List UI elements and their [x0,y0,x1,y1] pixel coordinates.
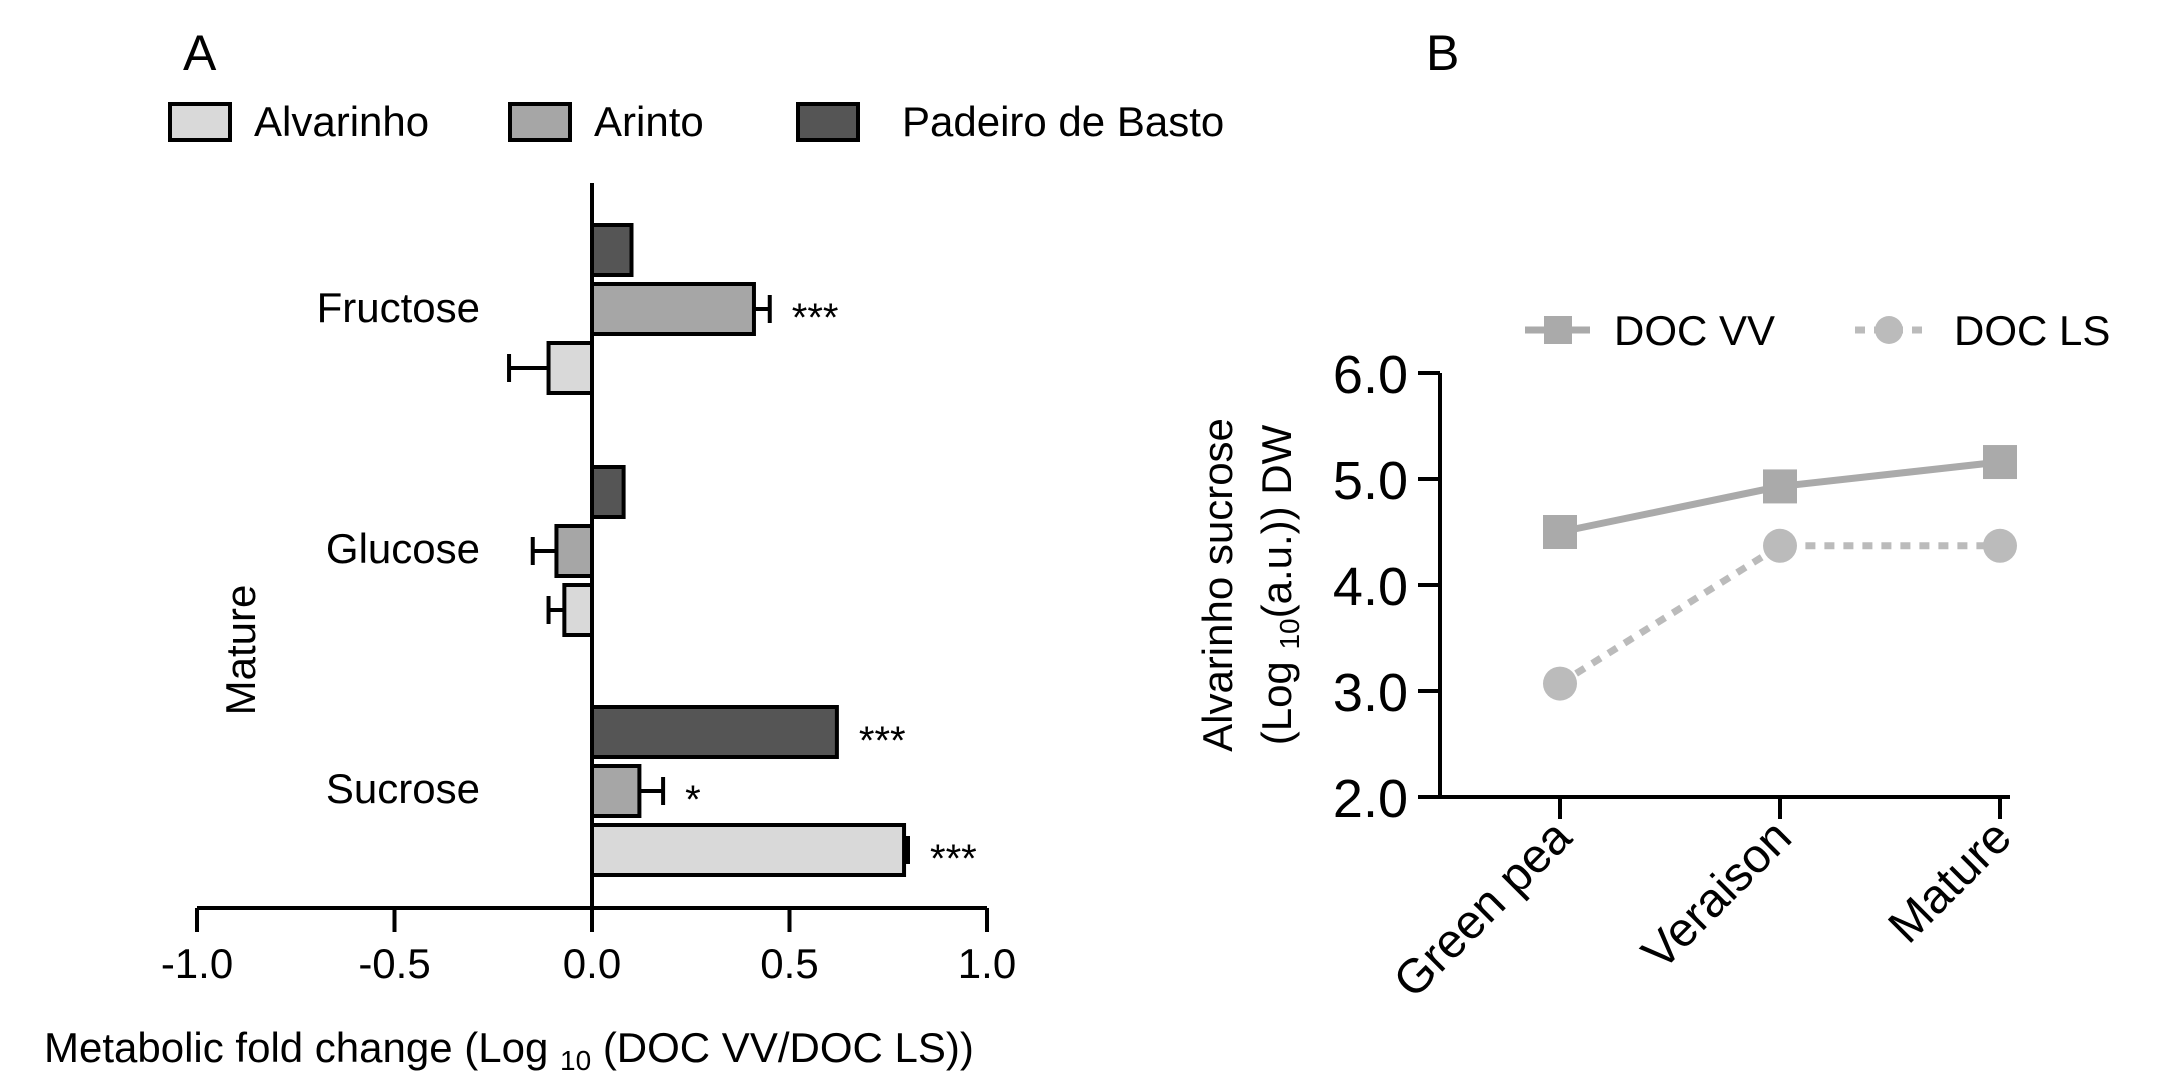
point-doc-vv-mature [1983,445,2017,480]
point-doc-ls-green-pea [1543,666,1577,701]
panel-b-y-tick-label: 3.0 [1333,663,1408,723]
panel-a-x-axis-title-pre: Metabolic fold change (Log [44,1024,560,1071]
panel-a-category-sucrose: Sucrose [326,765,480,812]
legend-label-padeiro-de-basto: Padeiro de Basto [902,98,1224,145]
legend-item-doc-ls: DOC LS [1855,307,2110,354]
panel-b-legend: DOC VV DOC LS [1525,307,2110,354]
bar-padeiro-de-basto-fructose [590,223,634,277]
panel-a-x-tick-label: -0.5 [358,940,430,987]
point-doc-vv-veraison [1763,469,1797,504]
bar-padeiro-de-basto-glucose [590,465,626,519]
panel-b-y-axis-title-line2: (Log 10(a.u.)) DW [1253,424,1305,745]
legend-marker-doc-vv [1544,316,1572,344]
panel-b-x-ticks: Green pea Veraison Mature [1384,797,2022,1008]
significance-arinto-sucrose: * [685,778,701,822]
panel-a-label: A [183,25,217,81]
panel-b-y-tick-label: 4.0 [1333,557,1408,617]
bar-arinto-sucrose [590,764,642,818]
panel-b-y-tick-label: 2.0 [1333,769,1408,829]
panel-a-x-tick-label: -1.0 [161,940,233,987]
bar-alvarinho-glucose [562,583,594,637]
panel-b: B DOC VV DOC LS 2.0 3.0 4.0 5.0 6.0 Green pe… [1194,25,2110,1008]
panel-a-x-axis-title-post: (DOC VV/DOC LS)) [591,1024,974,1071]
legend-marker-doc-ls [1875,316,1903,344]
legend-label-doc-vv: DOC VV [1614,307,1775,354]
panel-a-category-fructose: Fructose [317,284,480,331]
panel-a-significance: ********** [685,296,977,881]
legend-label-doc-ls: DOC LS [1954,307,2110,354]
legend-label-arinto: Arinto [594,98,704,145]
panel-a-group-label: Mature [217,585,264,716]
series-line-doc-ls [1558,542,2000,687]
panel-b-y-tick-label: 5.0 [1333,451,1408,511]
panel-a-x-axis-title: Metabolic fold change (Log 10 (DOC VV/DO… [44,1024,974,1076]
panel-b-x-tick-label: Green pea [1384,810,1582,1008]
panel-b-markers [1543,445,2017,701]
legend-item-padeiro-de-basto: Padeiro de Basto [796,98,1224,145]
legend-item-arinto: Arinto [508,98,704,145]
bar-alvarinho-sucrose [590,823,907,877]
panel-b-x-tick-label: Mature [1879,810,2022,953]
panel-a-category-glucose: Glucose [326,525,480,572]
panel-b-y-axis-title-subscript: 10 [1274,618,1305,649]
significance-padeiro-de-basto-sucrose: *** [859,719,906,763]
panel-a-x-tick-label: 0.5 [760,940,818,987]
point-doc-ls-mature [1983,528,2017,563]
legend-swatch-alvarinho [168,102,232,142]
panel-a-errorbars [507,295,910,864]
panel-a-x-tick-label: 0.0 [563,940,621,987]
legend-swatch-padeiro-de-basto [796,102,860,142]
legend-label-alvarinho: Alvarinho [254,98,429,145]
bar-arinto-fructose [590,282,756,336]
panel-b-y-axis-title-line1: Alvarinho sucrose [1194,418,1241,752]
panel-a: A Alvarinho Arinto Padeiro de Basto Fruc… [44,25,1224,1076]
panel-a-x-tick-label: 1.0 [958,940,1016,987]
point-doc-ls-veraison [1763,528,1797,563]
bar-arinto-glucose [554,524,595,578]
point-doc-vv-green-pea [1543,515,1577,549]
panel-a-legend: Alvarinho Arinto Padeiro de Basto [168,98,1224,145]
panel-a-bars [546,223,907,877]
bar-padeiro-de-basto-sucrose [590,705,839,759]
panel-b-x-tick-label: Veraison [1632,810,1802,980]
legend-item-doc-vv: DOC VV [1525,307,1775,354]
panel-b-y-tick-label: 6.0 [1333,345,1408,405]
legend-item-alvarinho: Alvarinho [168,98,429,145]
panel-b-y-axis-title-pre: (Log [1253,650,1300,746]
bar-alvarinho-fructose [546,341,594,395]
panel-b-label: B [1426,25,1459,81]
significance-alvarinho-sucrose: *** [930,837,977,881]
panel-b-y-ticks: 2.0 3.0 4.0 5.0 6.0 [1333,345,1440,829]
legend-swatch-arinto [508,102,572,142]
panel-b-y-axis-title-post: (a.u.)) DW [1253,424,1300,618]
panel-a-x-axis-title-subscript: 10 [560,1045,591,1076]
significance-arinto-fructose: *** [792,296,839,340]
panel-a-x-ticks: -1.0 -0.5 0.0 0.5 1.0 [161,908,1016,987]
